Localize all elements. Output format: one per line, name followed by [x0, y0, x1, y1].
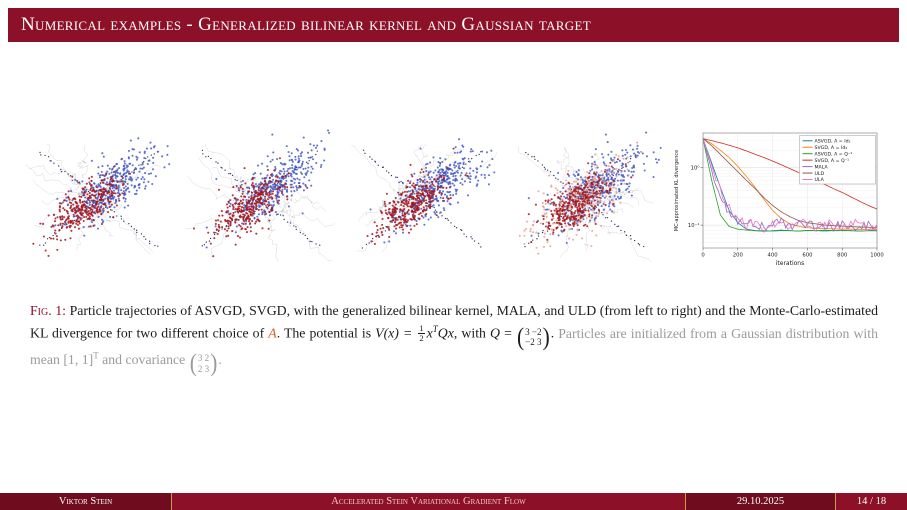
scatter-panel-uld — [504, 127, 664, 277]
series-line — [703, 138, 877, 210]
figure-label: Fig. 1: — [30, 303, 66, 318]
covariance-matrix-row-1: 3 2 — [197, 353, 210, 364]
figure-row: 0 200 400 600 800 1000 iterations 10⁰ 10⁻¹ MC-app… — [18, 127, 885, 277]
fraction-numerator: 1 — [419, 322, 424, 333]
chart-text: MC-approximated KL divergence — [674, 150, 680, 231]
chart-text: SVGD, A = Id₂ — [815, 145, 848, 151]
chart-text: 0 — [701, 253, 705, 259]
slide-title: Numerical examples - Generalized bilinea… — [21, 14, 591, 35]
math-potential: V(x) = — [375, 325, 417, 341]
chart-text: 600 — [802, 253, 813, 259]
scatter-panel-svgd — [180, 127, 340, 277]
kl-divergence-chart: 0 200 400 600 800 1000 iterations 10⁰ 10⁻¹ MC-app… — [670, 127, 885, 277]
caption-text-4: = — [500, 325, 516, 341]
covariance-matrix-row-2: 2 3 — [197, 363, 210, 374]
right-paren: ) — [542, 322, 550, 352]
y-axis: 10⁰ 10⁻¹ MC-approximated KL divergence — [674, 150, 703, 231]
kl-chart-svg: 0 200 400 600 800 1000 iterations 10⁰ 10⁻¹ MC-app… — [674, 132, 884, 267]
chart-text: 200 — [733, 253, 744, 259]
chart-text: ULD — [815, 171, 825, 177]
chart-text: 10⁻¹ — [688, 222, 700, 229]
left-paren: ( — [189, 349, 197, 378]
chart-text: ASVGD, A = Q⁻¹ — [815, 151, 853, 157]
scatter-panels — [18, 127, 664, 277]
caption-period-1: . — [550, 325, 559, 341]
series-line — [703, 138, 877, 232]
chart-text: MALA — [815, 164, 829, 170]
footer-bar: Viktor Stein Accelerated Stein Variation… — [0, 493, 907, 510]
math-Q: Q — [490, 325, 500, 341]
q-matrix: (3 −2 −2 3) — [516, 322, 550, 352]
chart-text: SVGD, A = Q⁻¹ — [815, 158, 850, 164]
chart-text: ASVGD, A = Id₂ — [815, 139, 851, 145]
math-transpose: T — [432, 324, 438, 335]
caption-text-6: and covariance — [98, 352, 189, 368]
legend-entry: MALA — [802, 164, 829, 170]
caption-text-2: . The potential is — [276, 325, 376, 341]
legend-entry: ASVGD, A = Q⁻¹ — [802, 151, 853, 157]
legend-entry: SVGD, A = Q⁻¹ — [802, 158, 850, 164]
footer-talk-title: Accelerated Stein Variational Gradient F… — [172, 493, 685, 510]
caption-period-2: . — [218, 352, 222, 368]
footer-date: 29.10.2025 — [685, 493, 835, 510]
footer-page-number: 14 / 18 — [835, 493, 907, 510]
slide-title-bar: Numerical examples - Generalized bilinea… — [8, 8, 899, 42]
caption-text-5: Particles are initialized from a Gaussia… — [30, 325, 878, 368]
caption-text-1: Particle trajectories of ASVGD, SVGD, wi… — [30, 303, 878, 341]
math-transpose-2: T — [93, 350, 99, 361]
plot-border — [702, 132, 878, 249]
legend-entry: ASVGD, A = Id₂ — [802, 139, 851, 145]
q-matrix-row-1: 3 −2 — [525, 327, 542, 338]
series-line — [703, 138, 877, 232]
scatter-panel-asvgd — [18, 127, 178, 277]
series-line — [703, 138, 877, 233]
chart-text: 400 — [768, 253, 779, 259]
chart-text: 1000 — [870, 253, 884, 259]
math-Qx: Qx — [437, 325, 454, 341]
footer-author: Viktor Stein — [0, 493, 172, 510]
q-matrix-row-2: −2 3 — [525, 337, 542, 348]
fraction-denominator: 2 — [418, 332, 425, 343]
right-paren: ) — [210, 349, 218, 378]
series-line — [703, 138, 877, 229]
chart-text: ULA — [815, 177, 825, 183]
legend-entry: ULD — [802, 171, 825, 177]
legend-entry: SVGD, A = Id₂ — [802, 145, 848, 151]
figure-caption: Fig. 1: Particle trajectories of ASVGD, … — [30, 300, 878, 376]
series-lines — [703, 138, 877, 233]
legend-entry: ULA — [802, 177, 825, 183]
caption-text-3: , with — [453, 325, 491, 341]
chart-text: iterations — [776, 260, 804, 267]
caption-alert-A: A — [268, 325, 277, 341]
x-axis: 0 200 400 600 800 1000 iterations — [701, 248, 884, 267]
chart-text: 800 — [837, 253, 848, 259]
scatter-panel-mala — [342, 127, 502, 277]
caption-gray-text: Particles are initialized from a Gaussia… — [30, 325, 878, 376]
left-paren: ( — [516, 322, 525, 352]
math-x: x — [426, 325, 433, 341]
chart-text: 10⁰ — [691, 164, 700, 171]
